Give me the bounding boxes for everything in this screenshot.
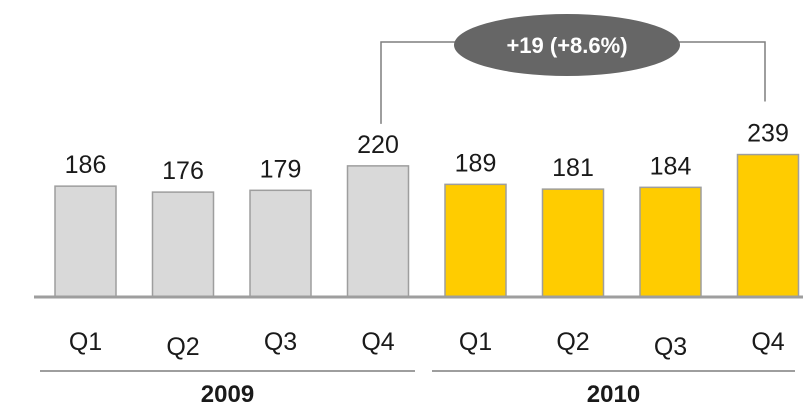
bar-2010-q1 <box>444 183 507 298</box>
bar-2009-q1 <box>54 185 117 298</box>
value-label: 181 <box>552 154 594 182</box>
bar-2009-q2 <box>151 191 215 298</box>
callout-label: +19 (+8.6%) <box>506 33 627 58</box>
bar-2010-q2 <box>541 188 605 298</box>
x-tick-labels: Q1 Q2 Q3 Q4 Q1 Q2 Q3 Q4 <box>69 328 785 361</box>
x-tick-label: Q3 <box>264 328 297 356</box>
group-label-2010: 2010 <box>587 381 640 408</box>
bar-2009-q3 <box>249 189 312 298</box>
x-tick-label: Q1 <box>459 328 492 356</box>
value-label: 184 <box>650 152 692 180</box>
bar-2009-q4 <box>346 165 410 298</box>
bar-2010-q4 <box>736 153 800 298</box>
value-label: 176 <box>162 157 204 185</box>
callout-bubble <box>454 14 680 76</box>
value-label: 220 <box>357 131 399 159</box>
value-label: 189 <box>455 149 497 177</box>
group-label-2009: 2009 <box>201 381 254 408</box>
x-tick-label: Q4 <box>361 328 394 356</box>
bars <box>54 153 800 298</box>
bar-2010-q3 <box>639 186 702 298</box>
value-label: 239 <box>747 120 789 148</box>
group-labels: 2009 2010 <box>201 381 640 408</box>
x-tick-label: Q2 <box>556 328 589 356</box>
x-tick-label: Q4 <box>751 328 784 356</box>
x-tick-label: Q2 <box>166 333 199 361</box>
value-labels: 186 176 179 220 189 181 184 239 <box>65 120 789 186</box>
x-tick-label: Q3 <box>654 333 687 361</box>
callout: +19 (+8.6%) <box>380 14 766 124</box>
x-tick-label: Q1 <box>69 328 102 356</box>
value-label: 179 <box>260 155 302 183</box>
value-label: 186 <box>65 151 107 179</box>
